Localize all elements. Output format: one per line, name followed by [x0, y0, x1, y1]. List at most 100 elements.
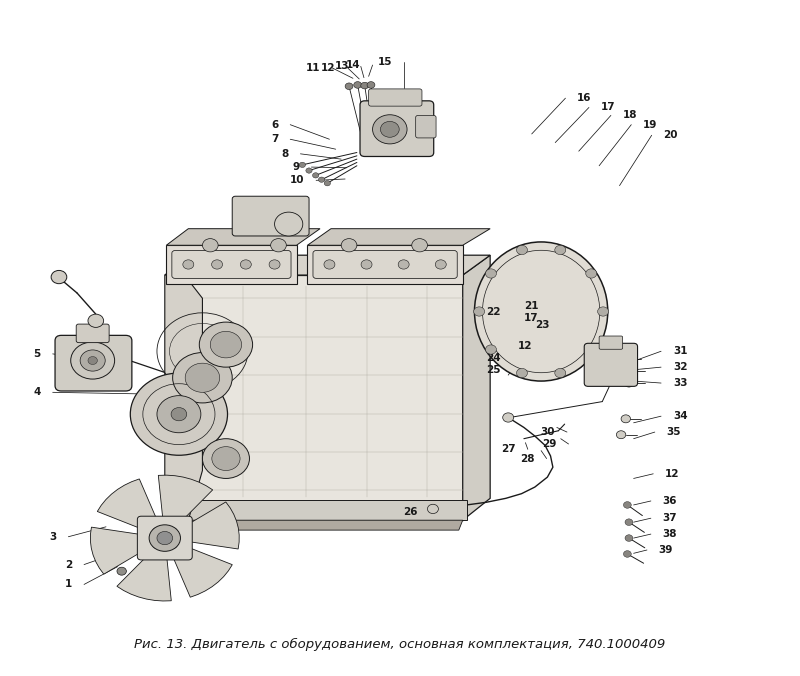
Polygon shape	[184, 502, 239, 549]
Circle shape	[367, 82, 375, 89]
FancyBboxPatch shape	[360, 101, 434, 156]
Circle shape	[342, 239, 357, 252]
Circle shape	[517, 245, 527, 255]
Circle shape	[183, 260, 194, 269]
Ellipse shape	[474, 242, 608, 381]
Circle shape	[621, 355, 630, 363]
FancyBboxPatch shape	[369, 89, 422, 106]
Circle shape	[199, 322, 253, 367]
Circle shape	[398, 260, 409, 269]
Text: 18: 18	[622, 110, 637, 120]
Circle shape	[130, 373, 227, 455]
Polygon shape	[158, 475, 213, 523]
Polygon shape	[165, 275, 462, 521]
Circle shape	[486, 345, 497, 354]
Text: 39: 39	[658, 545, 673, 555]
Polygon shape	[165, 256, 490, 275]
Circle shape	[624, 367, 634, 375]
Circle shape	[412, 239, 427, 252]
Text: 19: 19	[643, 120, 658, 130]
Circle shape	[502, 413, 514, 422]
Text: 5: 5	[34, 349, 41, 359]
Text: Рис. 13. Двигатель с оборудованием, основная комплектация, 740.1000409: Рис. 13. Двигатель с оборудованием, осно…	[134, 637, 666, 651]
Circle shape	[324, 180, 330, 186]
Circle shape	[211, 260, 222, 269]
Text: 14: 14	[346, 60, 361, 70]
Text: 36: 36	[662, 496, 677, 506]
Circle shape	[623, 551, 631, 557]
Circle shape	[586, 269, 597, 278]
Text: 27: 27	[502, 444, 516, 454]
Text: 7: 7	[271, 135, 278, 144]
Circle shape	[554, 245, 566, 255]
Text: 17: 17	[601, 103, 615, 112]
Text: 20: 20	[663, 130, 678, 141]
Circle shape	[361, 260, 372, 269]
Circle shape	[170, 543, 177, 548]
Circle shape	[554, 368, 566, 378]
Polygon shape	[173, 546, 232, 597]
Polygon shape	[462, 256, 490, 521]
Text: 30: 30	[541, 427, 555, 437]
Polygon shape	[173, 500, 466, 521]
Text: 35: 35	[666, 427, 681, 437]
Text: 6: 6	[271, 120, 278, 130]
Circle shape	[274, 212, 302, 236]
Text: 21: 21	[524, 301, 538, 311]
Text: 16: 16	[577, 93, 592, 103]
Text: 32: 32	[673, 362, 687, 372]
Text: 33: 33	[673, 378, 687, 388]
Text: 34: 34	[673, 411, 687, 421]
FancyBboxPatch shape	[138, 516, 192, 560]
Circle shape	[625, 535, 633, 541]
Circle shape	[210, 331, 242, 358]
Circle shape	[153, 543, 159, 548]
Text: 3: 3	[50, 532, 57, 541]
Text: 2: 2	[65, 560, 72, 570]
Circle shape	[269, 260, 280, 269]
Circle shape	[435, 260, 446, 269]
Circle shape	[361, 82, 369, 89]
Polygon shape	[177, 521, 462, 530]
Circle shape	[373, 115, 407, 144]
Circle shape	[171, 408, 186, 420]
Circle shape	[474, 307, 485, 316]
FancyBboxPatch shape	[584, 343, 638, 387]
Circle shape	[173, 353, 232, 403]
Text: 31: 31	[673, 346, 687, 356]
Text: 38: 38	[662, 529, 677, 539]
Polygon shape	[307, 245, 462, 284]
Circle shape	[623, 502, 631, 508]
Circle shape	[170, 528, 177, 533]
Text: 4: 4	[34, 387, 41, 397]
FancyBboxPatch shape	[55, 335, 132, 391]
Circle shape	[70, 342, 114, 379]
Text: 15: 15	[378, 57, 392, 68]
Text: 9: 9	[293, 162, 300, 172]
Circle shape	[318, 177, 325, 183]
Circle shape	[270, 239, 286, 252]
Text: 23: 23	[535, 320, 550, 330]
Polygon shape	[166, 245, 297, 284]
Circle shape	[345, 83, 353, 90]
Circle shape	[299, 162, 306, 168]
Text: 22: 22	[486, 306, 500, 316]
Circle shape	[517, 368, 527, 378]
Circle shape	[51, 270, 67, 284]
Text: 10: 10	[290, 175, 304, 185]
Circle shape	[88, 314, 104, 327]
Text: 11: 11	[306, 63, 320, 73]
Circle shape	[624, 379, 634, 387]
Circle shape	[157, 531, 173, 545]
Text: 28: 28	[520, 454, 535, 464]
Text: 25: 25	[486, 365, 500, 375]
FancyBboxPatch shape	[76, 324, 109, 343]
Circle shape	[212, 447, 240, 470]
Circle shape	[616, 431, 626, 439]
Text: 37: 37	[662, 513, 678, 523]
Circle shape	[313, 173, 319, 178]
Text: 17: 17	[524, 313, 538, 323]
Circle shape	[621, 415, 630, 422]
Circle shape	[381, 122, 399, 137]
Circle shape	[324, 260, 335, 269]
